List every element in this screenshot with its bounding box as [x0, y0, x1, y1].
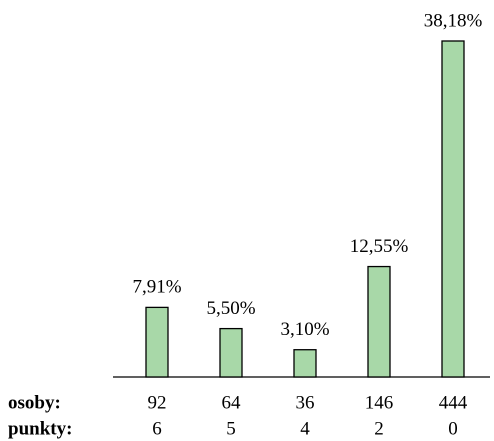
- bar: [293, 349, 317, 378]
- punkty-value: 6: [152, 418, 162, 439]
- row-label: osoby:: [8, 392, 61, 413]
- value-label: 3,10%: [280, 319, 329, 340]
- bar: [145, 306, 169, 378]
- punkty-value: 0: [448, 418, 458, 439]
- bar: [367, 265, 391, 378]
- osoby-value: 36: [296, 392, 315, 413]
- value-label: 12,55%: [350, 236, 409, 257]
- value-label: 5,50%: [206, 298, 255, 319]
- value-label: 7,91%: [132, 277, 181, 298]
- osoby-value: 146: [365, 392, 394, 413]
- bar: [219, 327, 243, 378]
- punkty-value: 5: [226, 418, 236, 439]
- row-label: punkty:: [8, 418, 72, 439]
- value-label: 38,18%: [424, 10, 483, 31]
- osoby-value: 92: [148, 392, 167, 413]
- osoby-value: 64: [222, 392, 242, 413]
- bar: [441, 40, 465, 378]
- osoby-value: 444: [439, 392, 468, 413]
- punkty-value: 2: [374, 418, 384, 439]
- punkty-value: 4: [300, 418, 310, 439]
